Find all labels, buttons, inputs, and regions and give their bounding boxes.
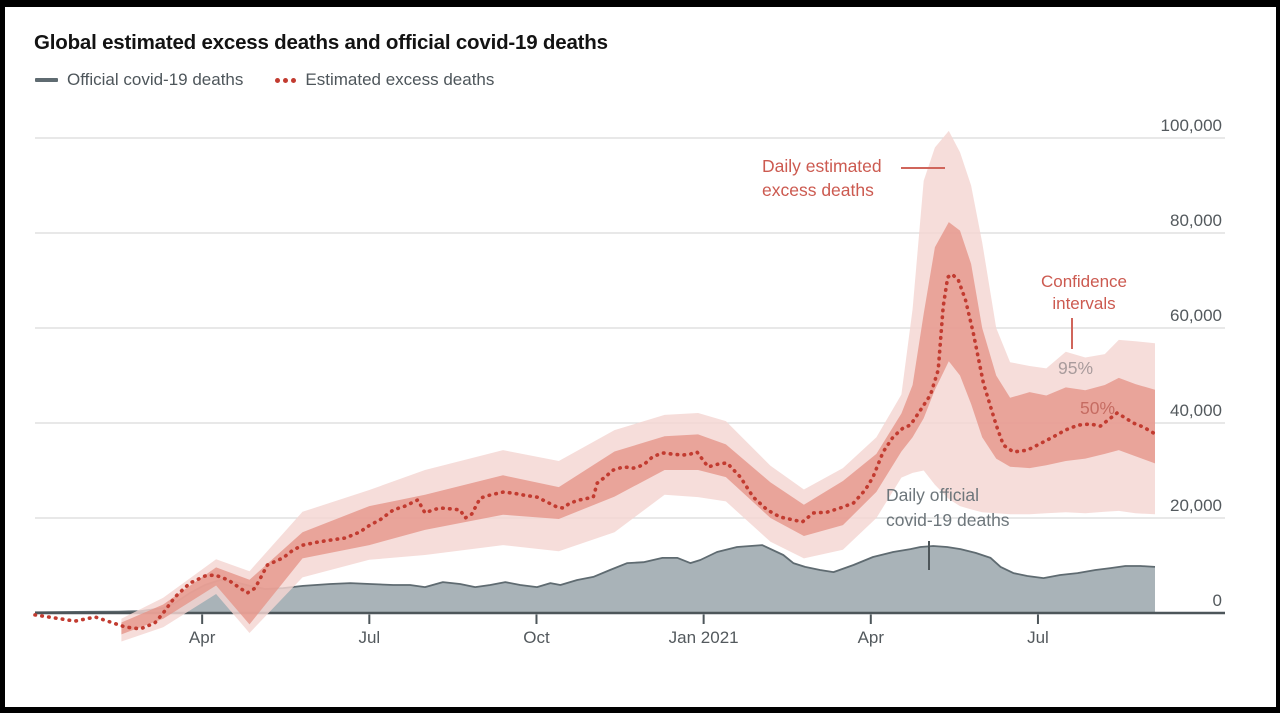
y-axis-label: 100,000 (1161, 116, 1222, 135)
y-axis-label: 80,000 (1170, 211, 1222, 230)
x-axis-label: Apr (858, 628, 885, 647)
excess-deaths-chart: 0 20,000 40,000 60,000 80,000 100,000 Apr Jul Oc… (33, 116, 1225, 647)
leader-line-excess (901, 167, 945, 169)
chart-canvas: 0 20,000 40,000 60,000 80,000 100,000 Apr Jul Oc… (5, 7, 1276, 707)
annotation-line: Daily estimated (762, 156, 882, 176)
x-axis-label: Oct (523, 628, 550, 647)
legend-label-official: Official covid-19 deaths (67, 70, 244, 89)
leader-line-confidence (1071, 318, 1073, 349)
confidence-band-50 (121, 222, 1155, 635)
x-axis-label: Apr (189, 628, 216, 647)
x-axis-label: Jul (1027, 628, 1049, 647)
label-50-percent-band: 50% (1080, 398, 1116, 418)
annotation-line: Confidence (1040, 272, 1127, 291)
legend-label-excess: Estimated excess deaths (305, 70, 495, 89)
x-axis-label: Jul (358, 628, 380, 647)
annotation-line: covid-19 deaths (886, 509, 1010, 530)
excess-deaths-dotted-line (33, 272, 1157, 631)
y-axis-label: 0 (1213, 591, 1222, 610)
legend-item-excess: Estimated excess deaths (275, 70, 494, 90)
x-axis-label: Jan 2021 (669, 628, 739, 647)
annotation-daily-estimated-excess-deaths: Daily estimated excess deaths (762, 155, 882, 203)
official-line-key-icon (35, 78, 58, 82)
excess-dotted-key-icon (275, 77, 297, 83)
y-axis-label: 20,000 (1170, 496, 1222, 515)
official-deaths-area (35, 545, 1155, 613)
page-title: Global estimated excess deaths and offic… (34, 31, 608, 54)
y-axis-label: 40,000 (1170, 401, 1222, 420)
annotation-confidence-intervals: Confidence intervals (1028, 271, 1140, 315)
leader-line-official (928, 541, 930, 570)
label-95-percent-band: 95% (1058, 358, 1094, 378)
annotation-line: intervals (1052, 294, 1116, 314)
chart-page: 0 20,000 40,000 60,000 80,000 100,000 Apr Jul Oc… (5, 7, 1276, 707)
y-axis-label: 60,000 (1170, 306, 1222, 325)
legend: Official covid-19 deaths Estimated exces… (35, 70, 494, 90)
legend-item-official: Official covid-19 deaths (35, 70, 243, 90)
annotation-line: excess deaths (762, 179, 874, 200)
annotation-daily-official-deaths: Daily official covid-19 deaths (886, 483, 1010, 533)
annotation-line: Daily official (886, 485, 980, 505)
